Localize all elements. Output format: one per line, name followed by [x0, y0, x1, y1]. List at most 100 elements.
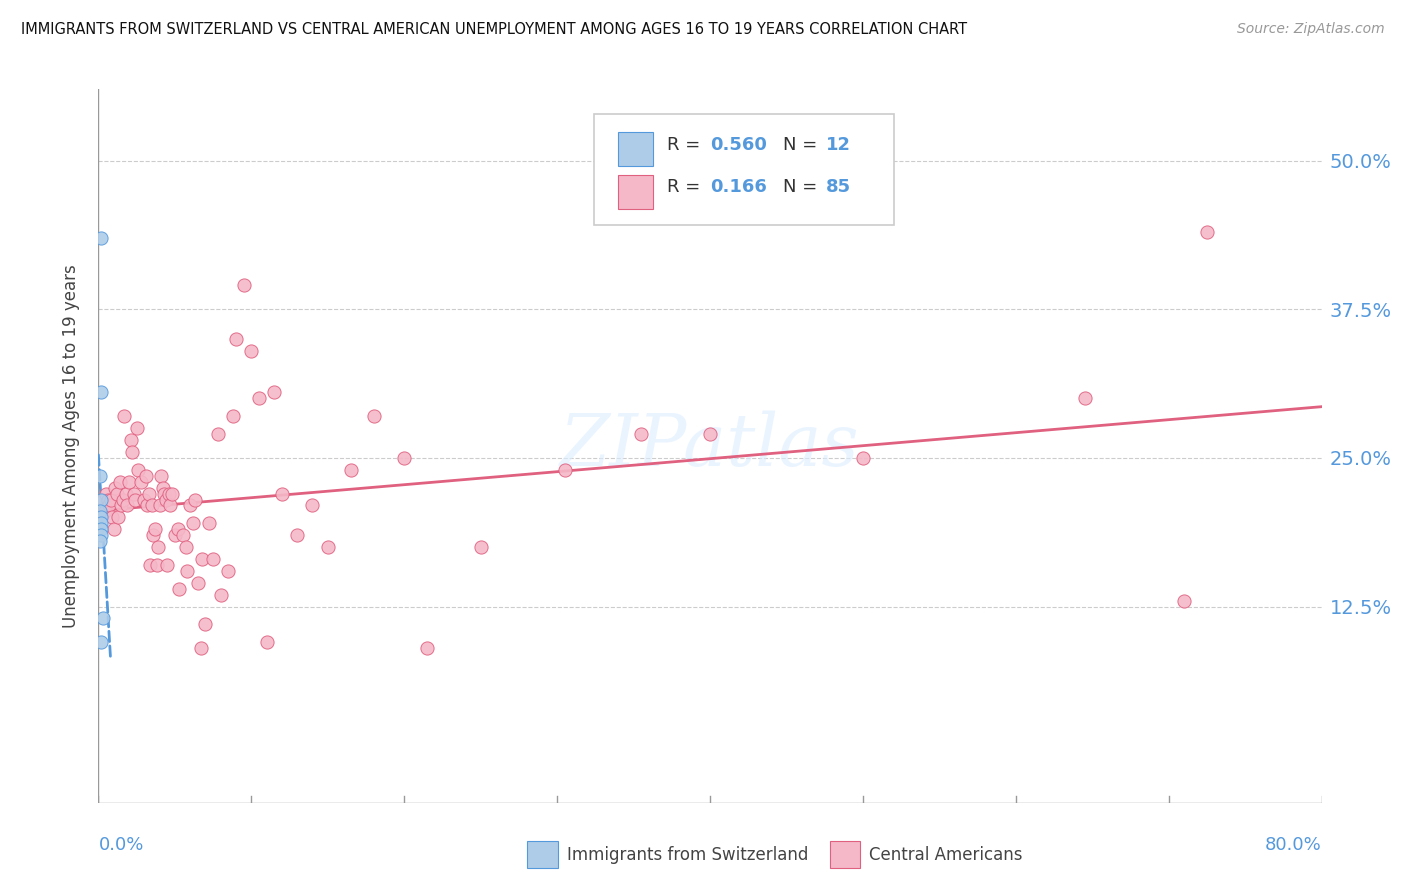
Text: ZIPatlas: ZIPatlas [560, 410, 860, 482]
Point [101, 510, 124, 524]
Point [157, 486, 180, 500]
Point [103, 522, 125, 536]
Point [167, 522, 190, 536]
Text: 80.0%: 80.0% [1265, 836, 1322, 855]
Point [263, 385, 285, 400]
Point [124, 492, 146, 507]
Bar [619, 175, 652, 209]
Text: 0.166: 0.166 [710, 178, 766, 196]
Point [630, 427, 652, 442]
Point [89, 468, 111, 483]
Point [89, 534, 111, 549]
Point [90, 492, 112, 507]
Point [105, 486, 128, 500]
Point [127, 463, 149, 477]
Text: IMMIGRANTS FROM SWITZERLAND VS CENTRAL AMERICAN UNEMPLOYMENT AMONG AGES 16 TO 19: IMMIGRANTS FROM SWITZERLAND VS CENTRAL A… [21, 22, 967, 37]
Point [247, 392, 270, 406]
Point [138, 486, 160, 500]
Text: 85: 85 [827, 178, 852, 196]
Text: 0.0%: 0.0% [98, 836, 143, 855]
Point [270, 486, 292, 500]
Point [90, 231, 112, 245]
Text: R =: R = [668, 136, 706, 153]
Point [176, 564, 198, 578]
Point [121, 445, 143, 459]
Point [172, 528, 194, 542]
Point [159, 499, 181, 513]
Point [136, 499, 159, 513]
Point [118, 475, 141, 489]
Point [184, 492, 207, 507]
Point [285, 528, 308, 542]
Point [150, 468, 173, 483]
Point [129, 475, 152, 489]
Point [141, 499, 163, 513]
Point [316, 540, 339, 554]
Point [104, 481, 127, 495]
Point [207, 427, 229, 442]
Point [181, 516, 204, 531]
Text: Central Americans: Central Americans [869, 846, 1022, 863]
Point [111, 492, 134, 507]
Point [232, 278, 254, 293]
Point [153, 486, 176, 500]
Point [240, 343, 263, 358]
Point [152, 481, 174, 495]
Point [108, 475, 131, 489]
Point [100, 492, 122, 507]
Point [225, 332, 247, 346]
Point [256, 635, 278, 649]
Point [135, 468, 157, 483]
Point [339, 463, 361, 477]
Point [190, 641, 212, 656]
Point [90, 385, 112, 400]
Text: 12: 12 [827, 136, 851, 153]
Point [146, 540, 169, 554]
Point [1073, 392, 1095, 406]
Text: 0.560: 0.560 [710, 136, 766, 153]
Point [1195, 225, 1218, 239]
Text: R =: R = [668, 178, 706, 196]
Point [194, 617, 217, 632]
Point [90, 516, 112, 531]
Point [1173, 593, 1195, 607]
Text: N =: N = [783, 178, 824, 196]
Point [120, 433, 142, 447]
Point [90, 528, 112, 542]
Point [209, 588, 232, 602]
Point [90, 522, 112, 536]
Point [139, 558, 162, 572]
Point [91, 492, 114, 507]
FancyBboxPatch shape [593, 114, 893, 225]
Point [142, 528, 165, 542]
Text: Immigrants from Switzerland: Immigrants from Switzerland [567, 846, 808, 863]
Point [89, 504, 111, 518]
Point [470, 540, 492, 554]
Point [222, 409, 245, 424]
Point [145, 558, 167, 572]
Point [94, 486, 117, 500]
Point [217, 564, 239, 578]
Point [112, 409, 135, 424]
Point [156, 558, 179, 572]
Point [163, 528, 186, 542]
Point [197, 516, 219, 531]
Point [97, 492, 120, 507]
Point [392, 450, 416, 465]
Point [143, 522, 166, 536]
Bar [619, 132, 652, 166]
Point [134, 492, 156, 507]
Text: N =: N = [783, 136, 824, 153]
Point [202, 552, 225, 566]
Point [90, 635, 112, 649]
Point [107, 510, 129, 524]
Point [110, 499, 132, 513]
Text: Source: ZipAtlas.com: Source: ZipAtlas.com [1237, 22, 1385, 37]
Point [169, 582, 191, 596]
Point [363, 409, 385, 424]
Y-axis label: Unemployment Among Ages 16 to 19 years: Unemployment Among Ages 16 to 19 years [62, 264, 80, 628]
Point [554, 463, 576, 477]
Point [149, 499, 172, 513]
Point [179, 499, 201, 513]
Point [160, 486, 183, 500]
